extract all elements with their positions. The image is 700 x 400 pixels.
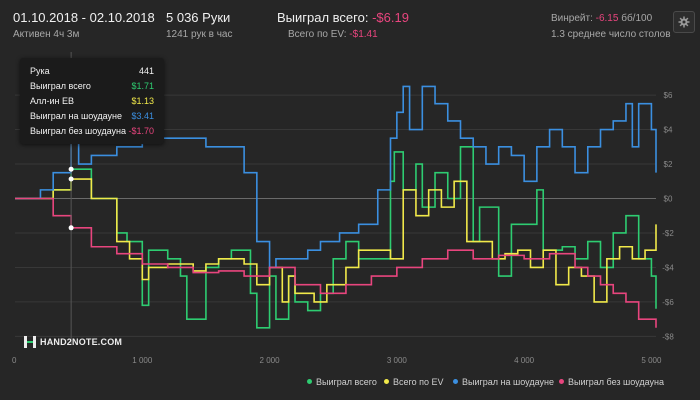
y-axis-ticks: $6 $4 $2 $0 -$2 -$4 -$6 -$8 — [662, 91, 674, 341]
tooltip-label: Выиграл на шоудауне — [30, 111, 122, 121]
date-range: 01.10.2018 - 02.10.2018 — [13, 10, 155, 25]
x-tick-label: 1 000 — [132, 356, 153, 365]
hover-tooltip: Рука 441 Выиграл всего $1.71 Алл-ин EB $1.13 В… — [20, 58, 164, 144]
hand2note-logo: HAND2NOTE.COM — [24, 336, 122, 348]
series-line-showdown — [15, 85, 657, 269]
ev-total: Всего по EV: -$1.41 — [288, 29, 378, 40]
y-tick-label: $0 — [664, 195, 673, 204]
tooltip-value: $3.41 — [131, 111, 154, 121]
legend-swatch — [307, 379, 312, 384]
tooltip-row: Выиграл всего $1.71 — [30, 81, 154, 91]
logo-text: HAND2NOTE.COM — [40, 337, 123, 347]
winrate-value: -6.15 — [595, 13, 619, 24]
series-lines — [15, 85, 657, 329]
legend-swatch — [453, 379, 458, 384]
y-tick-label: $6 — [664, 91, 673, 100]
x-axis-ticks: 0 1 000 2 000 3 000 4 000 5 000 — [12, 356, 662, 365]
x-tick-label: 2 000 — [260, 356, 281, 365]
gear-icon — [678, 16, 690, 28]
tooltip-row: Рука 441 — [30, 66, 154, 76]
y-tick-label: -$2 — [662, 229, 674, 238]
won-total-value: -$6.19 — [372, 10, 409, 25]
avg-tables: 1.3 среднее число столов — [551, 29, 671, 40]
legend-label: Выиграл на шоудауне — [462, 377, 554, 387]
won-total: Выиграл всего: -$6.19 — [277, 10, 409, 25]
tooltip-value: -$1.70 — [128, 126, 154, 136]
tooltip-row: Алл-ин EB $1.13 — [30, 96, 154, 106]
winrate: Винрейт: -6.15 бб/100 — [551, 13, 652, 24]
x-tick-label: 0 — [12, 356, 17, 365]
x-tick-label: 5 000 — [641, 356, 662, 365]
hover-point-non-showdown — [68, 225, 74, 231]
tooltip-label: Алл-ин EB — [30, 96, 75, 106]
tooltip-label: Выиграл всего — [30, 81, 91, 91]
y-tick-label: -$4 — [662, 263, 674, 272]
tooltip-value: $1.71 — [131, 81, 154, 91]
legend-swatch — [384, 379, 389, 384]
tooltip-row: Выиграл без шоудауна -$1.70 — [30, 126, 154, 136]
hands-total: 5 036 Руки — [166, 10, 231, 25]
hover-point-ev — [68, 176, 74, 182]
hover-point-won-total — [68, 166, 74, 172]
ev-value: -$1.41 — [349, 29, 378, 40]
y-tick-label: $4 — [664, 126, 673, 135]
legend-swatch — [559, 379, 564, 384]
y-tick-label: -$8 — [662, 332, 674, 341]
hands-per-hour: 1241 рук в час — [166, 29, 233, 40]
series-line-won-total — [15, 145, 657, 329]
legend-item-non-showdown[interactable]: Выиграл без шоудауна — [559, 377, 664, 387]
legend-item-ev[interactable]: Всего по EV — [384, 377, 443, 387]
settings-button[interactable] — [673, 11, 695, 33]
legend-label: Выиграл без шоудауна — [568, 377, 664, 387]
stats-header: 01.10.2018 - 02.10.2018 Активен 4ч 3м 5 … — [0, 0, 700, 46]
series-line-non-showdown — [15, 197, 657, 328]
winrate-unit: бб/100 — [621, 13, 653, 24]
won-total-label: Выиграл всего: — [277, 10, 369, 25]
winrate-label: Винрейт: — [551, 13, 593, 24]
tooltip-value: $1.13 — [131, 96, 154, 106]
hand2note-logo-icon — [24, 336, 36, 348]
tooltip-label: Рука — [30, 66, 50, 76]
legend-item-won-total[interactable]: Выиграл всего — [307, 377, 377, 387]
series-line-ev — [15, 178, 657, 303]
y-tick-label: -$6 — [662, 298, 674, 307]
y-tick-label: $2 — [664, 160, 673, 169]
tooltip-value: 441 — [138, 66, 154, 76]
legend-item-showdown[interactable]: Выиграл на шоудауне — [453, 377, 554, 387]
legend-label: Выиграл всего — [316, 377, 377, 387]
tooltip-row: Выиграл на шоудауне $3.41 — [30, 111, 154, 121]
tooltip-label: Выиграл без шоудауна — [30, 126, 126, 136]
active-time: Активен 4ч 3м — [13, 29, 80, 40]
x-tick-label: 3 000 — [387, 356, 408, 365]
x-tick-label: 4 000 — [514, 356, 535, 365]
legend-label: Всего по EV — [393, 377, 444, 387]
ev-label: Всего по EV: — [288, 29, 347, 40]
